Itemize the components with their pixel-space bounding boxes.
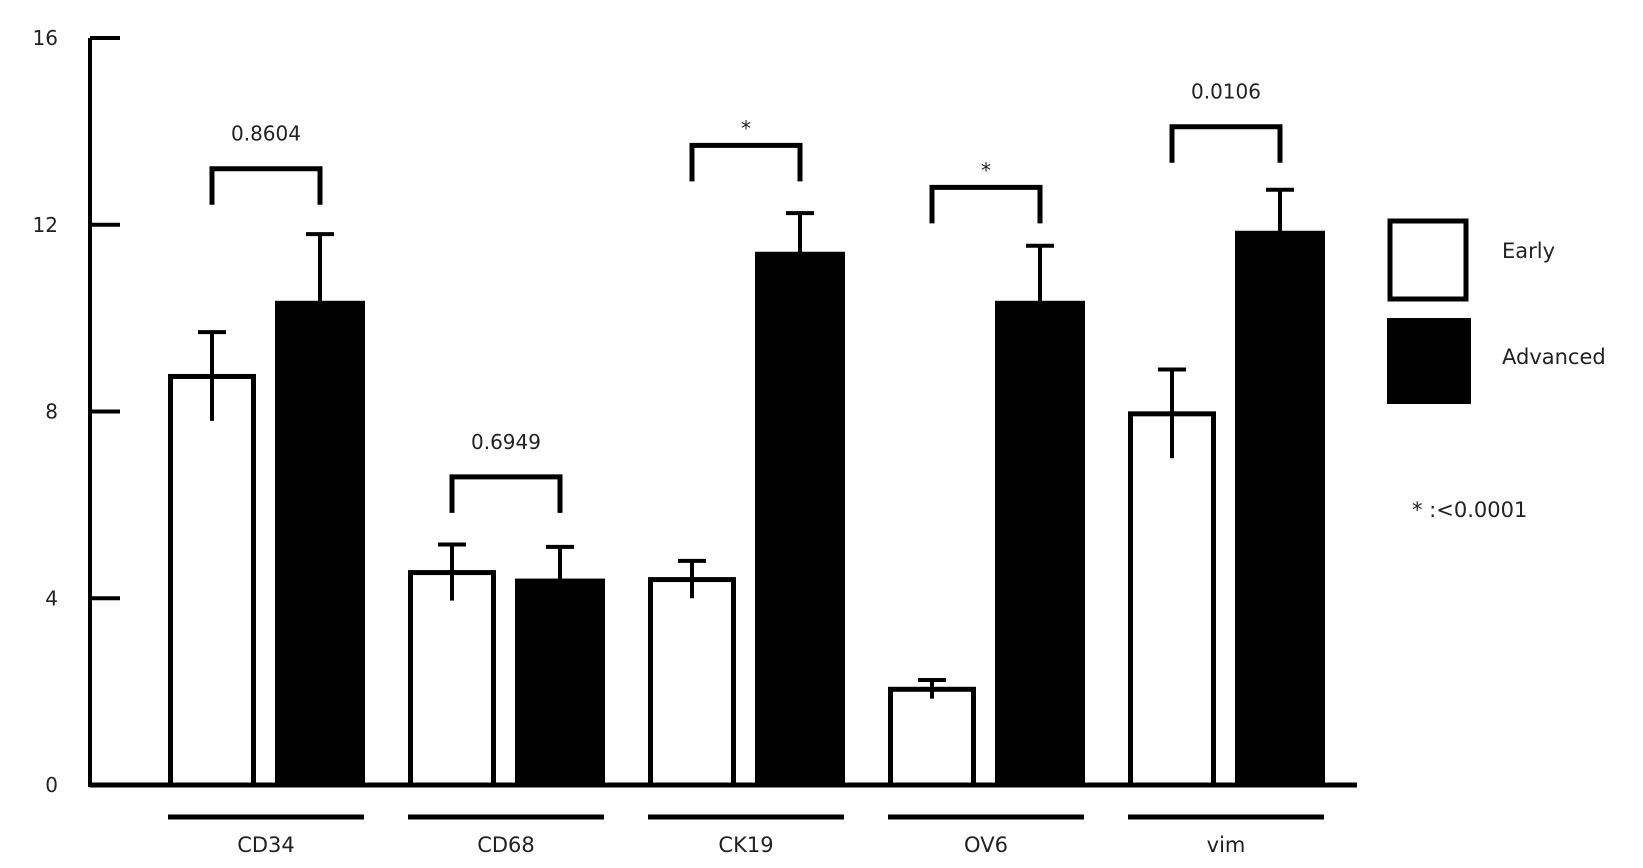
- legend-swatch-advanced: [1387, 318, 1471, 404]
- bar-ov6-advanced: [995, 300, 1085, 786]
- error-bars-group: [198, 187, 1294, 699]
- significance-label-2: *: [741, 116, 751, 140]
- significance-bracket-0: [209, 166, 323, 205]
- legend-swatch-early: [1387, 218, 1469, 302]
- bar-cd34-early: [168, 373, 256, 788]
- y-tick-label-3: 12: [33, 213, 58, 237]
- significance-bracket-3: [929, 184, 1043, 224]
- category-label-1: CD68: [477, 833, 535, 857]
- significance-bracket-4: [1169, 124, 1283, 163]
- significance-label-1: 0.6949: [471, 430, 541, 454]
- significance-footnote: * :<0.0001: [1412, 498, 1527, 522]
- bar-cd68-early: [408, 570, 496, 788]
- y-tick-label-4: 16: [33, 26, 58, 50]
- significance-label-0: 0.8604: [231, 122, 301, 146]
- legend-label-advanced: Advanced: [1502, 345, 1606, 369]
- legend-label-early: Early: [1502, 239, 1555, 263]
- bar-ck19-advanced: [755, 251, 845, 786]
- significance-label-3: *: [981, 158, 991, 182]
- significance-bracket-1: [449, 474, 563, 513]
- category-label-3: OV6: [964, 833, 1008, 857]
- legend: Early Advanced * :<0.0001: [1387, 218, 1606, 522]
- y-tick-label-0: 0: [45, 773, 58, 797]
- bar-cd34-advanced: [275, 300, 365, 786]
- bar-ov6-early: [888, 686, 976, 788]
- y-tick-label-1: 4: [45, 586, 58, 610]
- bars-group: [168, 230, 1325, 788]
- y-axis: 0 4 8 12 16: [33, 26, 120, 797]
- annotations-group: 0.8604 0.6949 * * 0.0106: [209, 80, 1283, 513]
- category-label-0: CD34: [237, 833, 295, 857]
- bar-vim-advanced: [1235, 230, 1325, 787]
- category-label-4: vim: [1207, 833, 1246, 857]
- bar-ck19-early: [648, 577, 736, 788]
- x-axis: CD34 CD68 CK19 OV6 vim: [90, 782, 1357, 857]
- significance-bracket-2: [689, 142, 803, 182]
- bar-vim-early: [1128, 411, 1216, 788]
- category-label-2: CK19: [718, 833, 773, 857]
- significance-label-4: 0.0106: [1191, 80, 1261, 104]
- bar-cd68-advanced: [515, 578, 605, 787]
- y-tick-label-2: 8: [45, 400, 58, 424]
